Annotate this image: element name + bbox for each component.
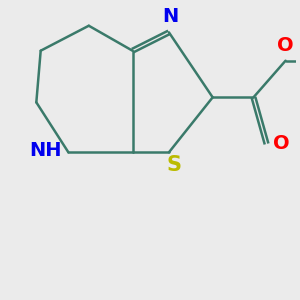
Text: NH: NH — [29, 141, 62, 160]
Text: N: N — [162, 7, 178, 26]
Text: O: O — [277, 36, 294, 55]
Text: S: S — [167, 154, 182, 175]
Text: O: O — [273, 134, 290, 154]
